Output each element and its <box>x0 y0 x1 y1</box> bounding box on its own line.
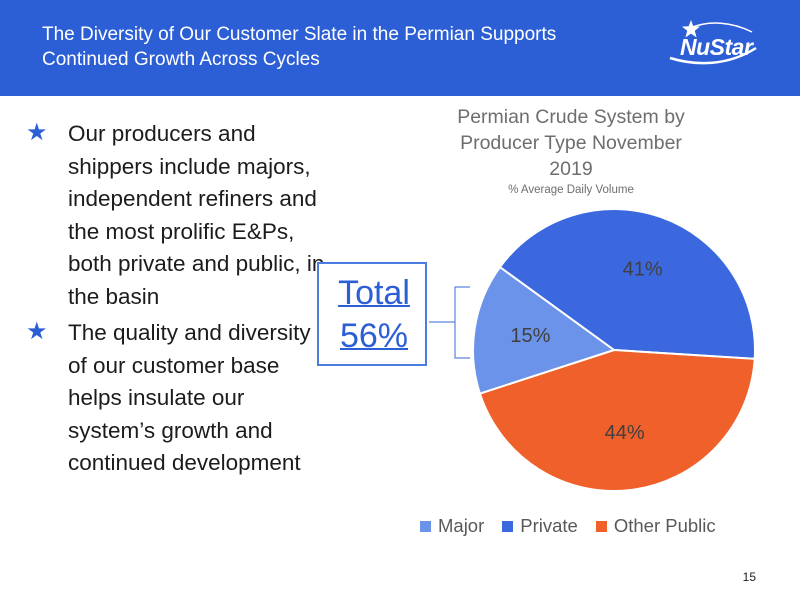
legend-swatch <box>502 520 514 532</box>
logo-text: NuStar <box>680 34 753 60</box>
legend-label: Major <box>438 515 485 536</box>
pie-slice-private <box>498 208 756 360</box>
star-icon: ★ <box>26 119 48 146</box>
bullet-item: ★ The quality and diversity of our custo… <box>26 317 326 480</box>
page-number: 15 <box>742 570 756 584</box>
legend-item: Private <box>502 515 578 537</box>
legend-swatch <box>595 520 607 532</box>
pie-slice-label: 41% <box>623 259 663 281</box>
logo-star-icon <box>682 20 700 38</box>
bullet-text: Our producers and shippers include major… <box>68 121 325 309</box>
legend-swatch <box>420 520 431 532</box>
slide-title: The Diversity of Our Customer Slate in t… <box>42 24 557 70</box>
pie-slice-label: 15% <box>510 325 550 347</box>
pie-slice-label: 44% <box>605 422 645 444</box>
chart-title: Permian Crude System by Producer Type No… <box>457 106 685 180</box>
callout-bracket <box>429 286 470 359</box>
bullet-item: ★ Our producers and shippers include maj… <box>26 118 326 313</box>
total-callout-text: Total 56% <box>338 274 410 355</box>
slide-header: The Diversity of Our Customer Slate in t… <box>0 0 800 96</box>
pie-slice-major <box>472 265 617 395</box>
legend-item: Other Public <box>595 515 716 537</box>
chart-subtitle: % Average Daily Volume <box>508 184 634 196</box>
logo-swoosh-icon <box>669 22 757 65</box>
chart-legend: Major Private Other Public <box>420 514 734 538</box>
nustar-logo: NuStar <box>666 14 760 72</box>
star-icon: ★ <box>26 318 48 345</box>
legend-label: Private <box>520 515 578 536</box>
pie-slice-other-public <box>478 348 756 492</box>
legend-label: Other Public <box>613 515 716 536</box>
bullet-list: ★ Our producers and shippers include maj… <box>26 118 326 484</box>
legend-item: Major <box>420 515 484 537</box>
bullet-text: The quality and diversity of our custome… <box>68 320 311 475</box>
total-callout: Total 56% <box>317 262 427 366</box>
